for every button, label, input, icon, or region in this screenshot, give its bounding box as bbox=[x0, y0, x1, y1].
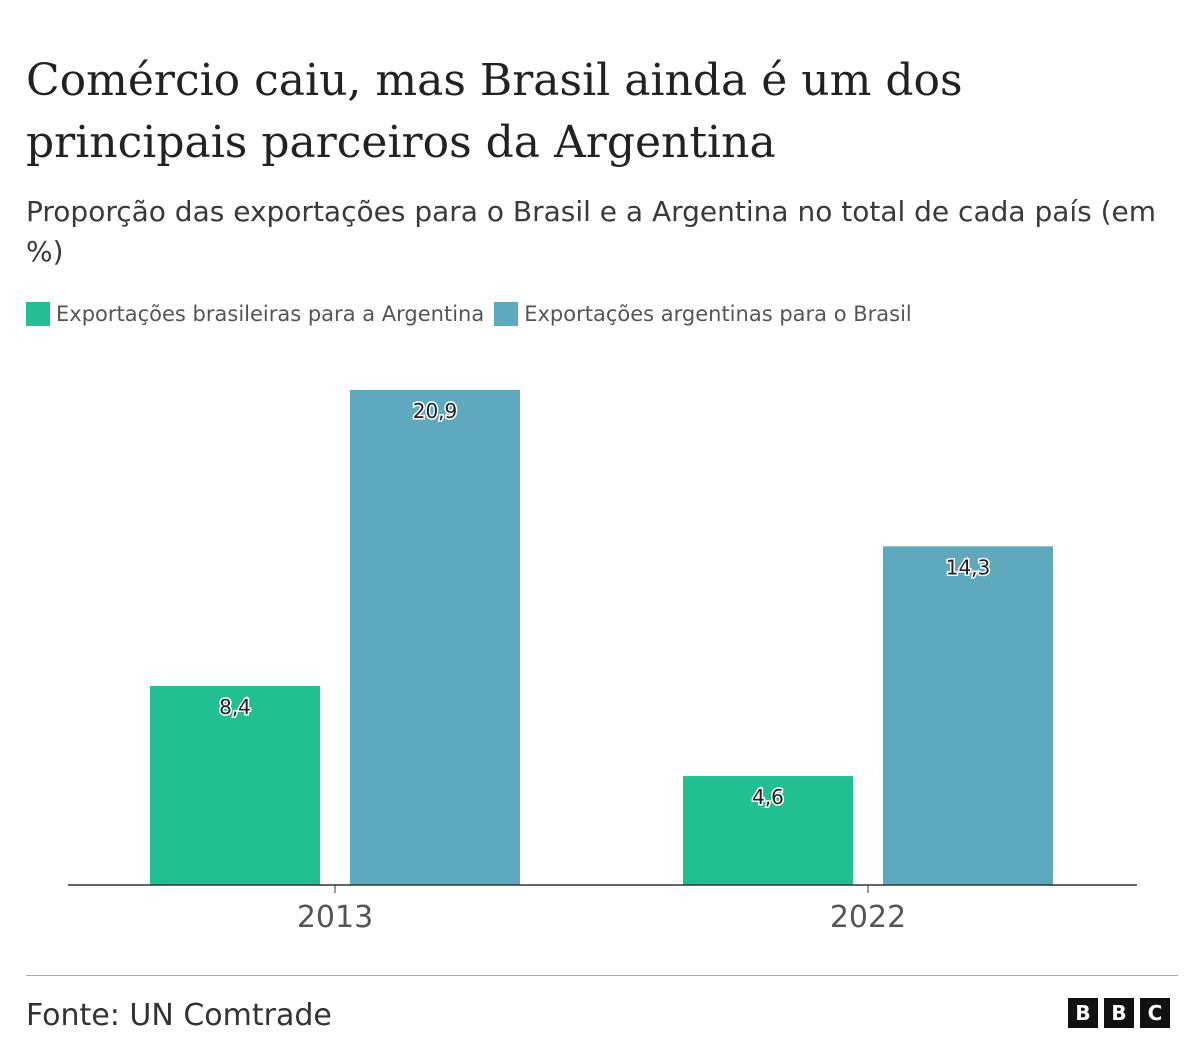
legend-swatch-green bbox=[26, 302, 50, 326]
bar-chart: 8,4 20,9 2013 4,6 14,3 2022 bbox=[68, 390, 1137, 935]
legend-label: Exportações argentinas para o Brasil bbox=[524, 302, 912, 326]
legend-label: Exportações brasileiras para a Argentina bbox=[56, 302, 485, 326]
data-label: 14,3 bbox=[946, 555, 991, 579]
data-label: 4,6 bbox=[752, 785, 784, 809]
data-label: 8,4 bbox=[219, 695, 251, 719]
data-label: 20,9 bbox=[413, 399, 458, 423]
legend: Exportações brasileiras para a Argentina… bbox=[26, 302, 922, 326]
source-note: Fonte: UN Comtrade bbox=[26, 998, 332, 1033]
legend-item-brazil-exports: Exportações brasileiras para a Argentina bbox=[26, 302, 484, 326]
legend-swatch-blue bbox=[494, 302, 519, 326]
chart-title: Comércio caiu, mas Brasil ainda é um dos… bbox=[26, 55, 963, 168]
bar-2022-argentina bbox=[883, 546, 1053, 885]
bar-2013-brazil bbox=[150, 686, 320, 885]
legend-item-argentina-exports: Exportações argentinas para o Brasil bbox=[494, 302, 912, 326]
x-tick-label: 2022 bbox=[830, 900, 906, 935]
bar-2013-argentina bbox=[350, 390, 520, 885]
bar-2022-brazil bbox=[683, 776, 853, 885]
x-tick-label: 2013 bbox=[297, 900, 373, 935]
footer-divider bbox=[26, 975, 1178, 976]
chart-subtitle: Proporção das exportações para o Brasil … bbox=[26, 195, 1157, 268]
